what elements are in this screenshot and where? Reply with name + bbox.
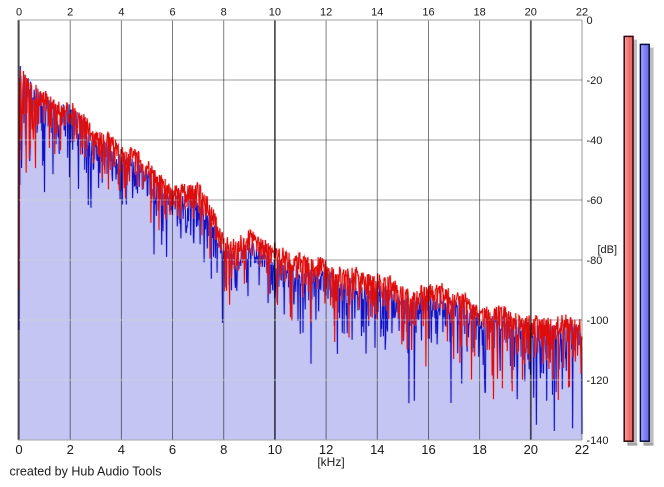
svg-text:16: 16 (422, 7, 434, 19)
svg-text:14: 14 (371, 7, 383, 19)
svg-text:10: 10 (269, 7, 281, 19)
svg-text:-80: -80 (587, 255, 603, 267)
svg-text:-60: -60 (587, 195, 603, 207)
svg-text:-20: -20 (587, 75, 603, 87)
svg-text:18: 18 (472, 442, 486, 457)
svg-text:4: 4 (118, 7, 124, 19)
svg-text:0: 0 (16, 7, 22, 19)
svg-text:22: 22 (575, 442, 589, 457)
svg-text:8: 8 (220, 442, 227, 457)
svg-text:20: 20 (524, 442, 538, 457)
svg-text:8: 8 (221, 7, 227, 19)
svg-text:4: 4 (118, 442, 125, 457)
svg-text:2: 2 (67, 7, 73, 19)
svg-text:18: 18 (473, 7, 485, 19)
svg-text:created by Hub Audio Tools: created by Hub Audio Tools (10, 465, 162, 479)
svg-text:22: 22 (576, 7, 588, 19)
svg-text:-100: -100 (587, 315, 609, 327)
svg-text:[kHz]: [kHz] (317, 455, 344, 469)
svg-text:-140: -140 (587, 435, 609, 447)
svg-text:20: 20 (525, 7, 537, 19)
svg-text:12: 12 (319, 442, 333, 457)
svg-text:16: 16 (421, 442, 435, 457)
svg-text:14: 14 (370, 442, 384, 457)
svg-text:6: 6 (169, 442, 176, 457)
svg-text:2: 2 (67, 442, 74, 457)
svg-text:-40: -40 (587, 135, 603, 147)
svg-text:[dB]: [dB] (598, 244, 618, 256)
svg-text:10: 10 (268, 442, 282, 457)
svg-text:0: 0 (15, 442, 22, 457)
svg-text:0: 0 (587, 15, 593, 27)
svg-text:12: 12 (320, 7, 332, 19)
svg-text:-120: -120 (587, 375, 609, 387)
svg-text:6: 6 (169, 7, 175, 19)
